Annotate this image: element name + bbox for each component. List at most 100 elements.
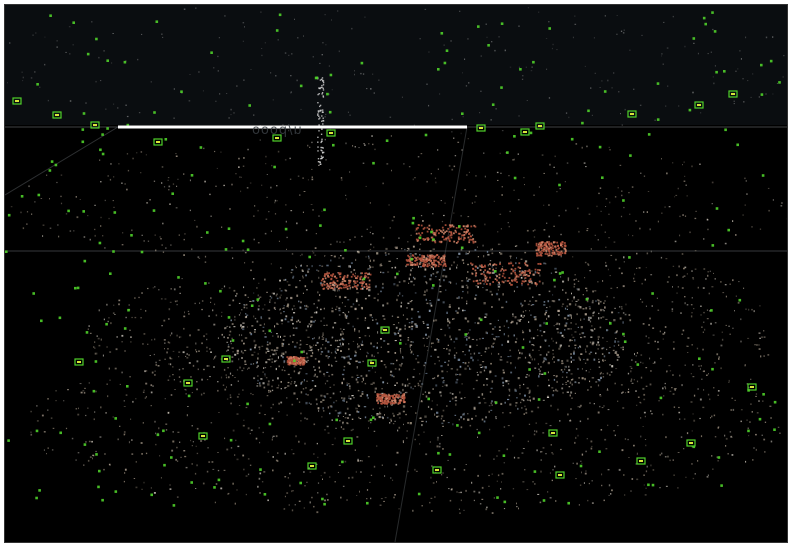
cloud-point: [296, 341, 298, 344]
roof-point: [336, 284, 339, 287]
camera-markers[interactable]: [5, 11, 781, 507]
cloud-point: [419, 443, 421, 445]
camera-frustum-icon[interactable]: [432, 466, 442, 474]
camera-frustum-icon[interactable]: [198, 432, 208, 440]
roof-point: [428, 228, 430, 230]
cloud-point: [176, 185, 178, 187]
roof-point: [449, 234, 452, 237]
cloud-point: [357, 343, 359, 346]
roof-point: [554, 245, 556, 248]
roof-point: [553, 241, 556, 244]
cloud-point: [477, 396, 480, 398]
cloud-point: [527, 7, 530, 9]
cloud-point: [291, 308, 294, 311]
camera-frustum-icon[interactable]: [343, 437, 353, 445]
cloud-point: [520, 258, 523, 260]
camera-frustum-icon[interactable]: [627, 110, 637, 118]
3d-viewport[interactable]: u/pooo: [4, 4, 788, 543]
cloud-point: [616, 359, 619, 361]
roof-point: [512, 270, 515, 273]
cloud-point: [270, 331, 272, 333]
cloud-point: [243, 79, 245, 81]
camera-frustum-icon[interactable]: [686, 439, 696, 447]
roof-point: [483, 273, 486, 276]
point-cloud-canvas[interactable]: [5, 5, 787, 542]
camera-frustum-icon[interactable]: [728, 90, 738, 98]
cloud-point: [253, 238, 255, 241]
cloud-point: [242, 352, 244, 354]
cloud-point: [529, 300, 531, 302]
cloud-point: [324, 395, 326, 398]
camera-frustum-icon[interactable]: [548, 429, 558, 437]
camera-point: [187, 394, 191, 398]
camera-frustum-icon[interactable]: [272, 134, 282, 142]
roof-point: [484, 280, 487, 283]
camera-frustum-icon[interactable]: [52, 111, 62, 119]
cloud-point: [748, 386, 750, 389]
cloud-point: [198, 257, 201, 259]
camera-frustum-icon[interactable]: [307, 462, 317, 470]
cloud-point: [568, 345, 570, 347]
cloud-point: [502, 371, 505, 374]
cloud-point: [396, 414, 399, 416]
cloud-point: [347, 322, 350, 325]
camera-frustum-icon[interactable]: [221, 355, 231, 363]
cloud-point: [673, 406, 676, 408]
camera-frustum-icon[interactable]: [380, 326, 390, 334]
cloud-point: [195, 342, 197, 345]
camera-frustum-icon[interactable]: [555, 471, 565, 479]
cloud-point: [188, 313, 190, 315]
cloud-point: [432, 388, 434, 390]
cloud-point: [292, 277, 294, 279]
roof-point: [543, 248, 546, 251]
cloud-point: [602, 347, 605, 349]
camera-frustum-icon[interactable]: [476, 124, 486, 132]
cloud-point: [437, 149, 439, 151]
roof-point: [418, 263, 421, 265]
camera-frustum-icon[interactable]: [694, 101, 704, 109]
cloud-point: [161, 182, 163, 184]
camera-frustum-icon[interactable]: [747, 383, 757, 391]
cloud-point: [692, 91, 694, 94]
camera-point: [163, 463, 166, 467]
cloud-point: [401, 96, 403, 98]
camera-frustum-icon[interactable]: [183, 379, 193, 387]
camera-frustum-icon[interactable]: [535, 122, 545, 130]
roof-point: [463, 225, 465, 228]
cloud-point: [454, 155, 457, 157]
cloud-point: [622, 285, 625, 288]
roof-point: [536, 253, 539, 255]
roof-point: [521, 282, 523, 285]
roof-point: [352, 273, 355, 276]
camera-frustum-icon[interactable]: [153, 138, 163, 146]
cloud-point: [42, 235, 44, 237]
camera-point: [440, 32, 444, 35]
camera-frustum-icon[interactable]: [74, 358, 84, 366]
cloud-point: [271, 292, 274, 294]
cloud-point: [307, 179, 309, 181]
cloud-point: [637, 352, 638, 354]
cloud-point: [608, 146, 610, 148]
camera-frustum-icon[interactable]: [636, 457, 646, 465]
cloud-point: [46, 174, 48, 176]
cloud-point: [370, 474, 373, 476]
cloud-point: [458, 492, 461, 494]
cloud-point: [440, 328, 443, 330]
camera-frustum-icon[interactable]: [367, 359, 377, 367]
cloud-point: [298, 401, 301, 403]
cloud-point: [575, 428, 578, 430]
cloud-point: [233, 326, 236, 328]
camera-frustum-icon[interactable]: [520, 128, 530, 136]
roof-point: [528, 269, 531, 272]
cloud-point: [130, 341, 132, 343]
cloud-point: [9, 42, 11, 44]
cloud-point: [468, 329, 471, 331]
camera-frustum-icon[interactable]: [12, 97, 22, 105]
cloud-point: [380, 263, 382, 265]
camera-frustum-icon[interactable]: [326, 129, 336, 137]
roof-point: [381, 399, 384, 402]
roof-point: [465, 225, 468, 228]
camera-frustum-icon[interactable]: [90, 121, 100, 129]
cloud-point: [604, 438, 607, 441]
cloud-point: [390, 370, 393, 373]
